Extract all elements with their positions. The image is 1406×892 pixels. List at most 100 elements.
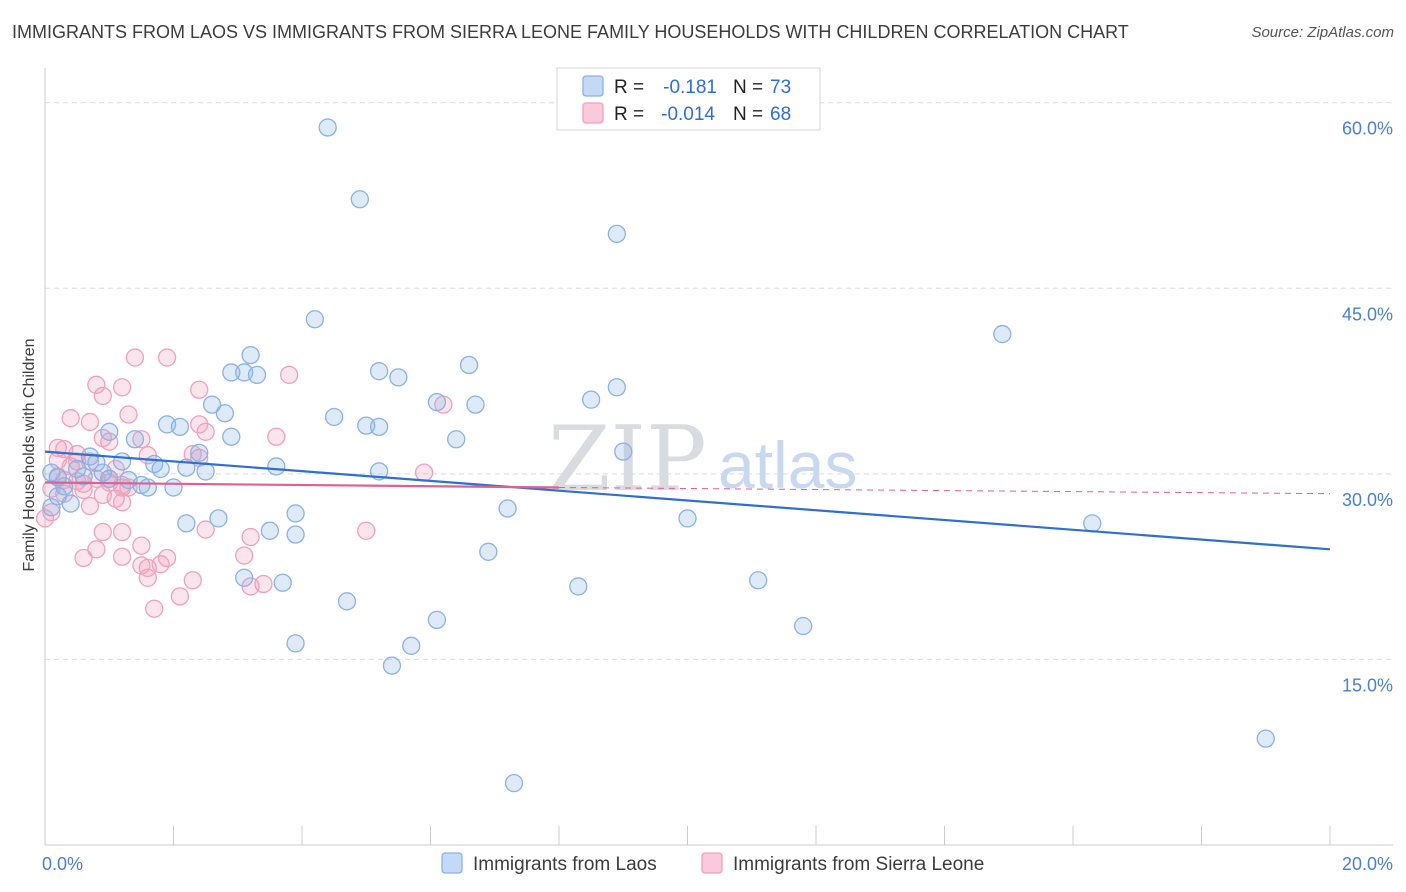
point-laos [369, 417, 389, 437]
point-sierra-leone [235, 546, 254, 565]
point-laos [337, 592, 357, 611]
point-sierra-leone [112, 547, 132, 566]
y-tick-label: 45.0% [1342, 304, 1393, 324]
tick-labels: 15.0% 30.0% 45.0% 60.0% 0.0% 20.0% [42, 119, 1393, 874]
point-laos [459, 355, 479, 375]
stats-swatch-laos [582, 75, 604, 97]
trend-lines [44, 450, 1331, 551]
point-laos [42, 498, 61, 517]
point-sierra-leone [267, 427, 286, 446]
point-laos [170, 417, 190, 437]
point-laos [402, 636, 421, 655]
axes [44, 68, 1393, 846]
point-laos [382, 656, 402, 675]
point-laos [286, 525, 305, 544]
point-laos [215, 404, 235, 423]
point-laos [267, 457, 286, 476]
stats-n-value-sierra-leone: 68 [770, 104, 791, 125]
stats-r-label-sierra-leone: R = [614, 104, 644, 125]
point-laos [260, 521, 280, 540]
trend-line-laos [44, 450, 1331, 551]
point-laos [498, 499, 517, 518]
trend-line-sierra-leone-extension [558, 486, 1331, 495]
stats-r-label-laos: R = [614, 77, 644, 98]
point-sierra-leone [196, 520, 215, 539]
point-laos [447, 430, 466, 449]
point-laos [138, 478, 157, 497]
point-sierra-leone [157, 348, 177, 367]
point-laos [177, 514, 196, 533]
legend-swatch-sierra-leone [701, 852, 723, 874]
point-laos [235, 568, 254, 587]
chart-title: IMMIGRANTS FROM LAOS VS IMMIGRANTS FROM … [12, 22, 1129, 42]
legend-label-sierra-leone: Immigrants from Sierra Leone [733, 854, 984, 875]
point-sierra-leone [80, 412, 100, 432]
x-tick-label-min: 0.0% [42, 854, 83, 874]
point-laos [1256, 729, 1275, 748]
point-sierra-leone [132, 430, 151, 449]
point-sierra-leone [61, 409, 80, 428]
point-laos [427, 392, 447, 412]
point-laos [369, 362, 389, 381]
point-laos [569, 577, 588, 596]
point-sierra-leone [279, 365, 299, 385]
series-laos-points [42, 118, 1275, 793]
y-tick-label: 60.0% [1342, 119, 1393, 139]
point-laos [318, 118, 337, 137]
point-sierra-leone [80, 496, 100, 516]
point-sierra-leone [241, 527, 260, 547]
point-laos [74, 467, 93, 486]
point-laos [466, 395, 485, 414]
point-sierra-leone [35, 509, 55, 528]
point-sierra-leone [170, 587, 190, 606]
point-laos [100, 422, 119, 441]
point-sierra-leone [125, 348, 145, 367]
point-laos [286, 634, 305, 653]
point-laos [222, 363, 241, 382]
point-sierra-leone [145, 599, 164, 618]
legend-label-laos: Immigrants from Laos [473, 854, 657, 875]
point-sierra-leone [74, 548, 93, 568]
trend-line-sierra-leone [44, 481, 560, 489]
point-sierra-leone [87, 540, 106, 559]
point-laos [61, 494, 80, 513]
point-sierra-leone [112, 378, 132, 397]
y-axis-label: Family Households with Children [21, 339, 38, 572]
source-credit: Source: ZipAtlas.com [1251, 24, 1394, 41]
point-sierra-leone [196, 422, 215, 441]
point-laos [190, 443, 209, 462]
stats-n-label-sierra-leone: N = [733, 104, 763, 125]
point-laos [222, 427, 241, 446]
point-laos [87, 453, 106, 472]
stats-n-label-laos: N = [733, 77, 763, 98]
point-laos [350, 190, 369, 209]
point-laos [479, 542, 498, 561]
point-laos [273, 573, 292, 592]
point-laos [607, 224, 626, 244]
point-laos [794, 616, 813, 636]
point-sierra-leone [357, 521, 376, 540]
point-laos [241, 345, 260, 365]
stats-swatch-sierra-leone [582, 102, 604, 124]
point-sierra-leone [112, 493, 132, 512]
point-sierra-leone [93, 386, 112, 406]
point-sierra-leone [183, 571, 202, 590]
stats-r-value-laos: -0.181 [663, 77, 717, 98]
point-laos [614, 442, 633, 461]
point-laos [202, 395, 222, 414]
point-sierra-leone [100, 432, 119, 451]
point-laos [1083, 514, 1102, 533]
stats-r-value-sierra-leone: -0.014 [661, 104, 715, 125]
point-laos [286, 504, 305, 523]
point-laos [125, 430, 145, 449]
point-laos [151, 459, 170, 479]
watermark-atlas: atlas [718, 428, 857, 502]
point-laos [67, 459, 87, 479]
point-sierra-leone [151, 555, 170, 574]
point-laos [100, 469, 119, 488]
point-sierra-leone [87, 375, 106, 394]
legend: Immigrants from Laos Immigrants from Sie… [441, 852, 984, 875]
legend-swatch-laos [441, 852, 463, 874]
point-laos [196, 462, 215, 481]
